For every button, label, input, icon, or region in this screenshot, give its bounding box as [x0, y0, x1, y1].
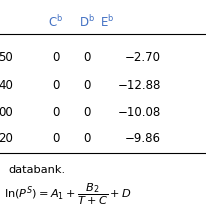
Text: −12.88: −12.88 — [117, 79, 161, 92]
Text: 0: 0 — [52, 51, 59, 64]
Text: 40: 40 — [0, 79, 13, 92]
Text: 50: 50 — [0, 51, 13, 64]
Text: 0: 0 — [52, 79, 59, 92]
Text: 00: 00 — [0, 106, 13, 119]
Text: 0: 0 — [83, 79, 90, 92]
Text: −9.86: −9.86 — [125, 131, 161, 145]
Text: 20: 20 — [0, 131, 13, 145]
Text: 0: 0 — [52, 106, 59, 119]
Text: 0: 0 — [83, 131, 90, 145]
Text: $\ln(P^S) = A_1 + \dfrac{B_2}{T + C} + D$: $\ln(P^S) = A_1 + \dfrac{B_2}{T + C} + D… — [4, 182, 132, 206]
Text: 0: 0 — [52, 131, 59, 145]
Text: databank.: databank. — [8, 165, 65, 175]
Text: −10.08: −10.08 — [117, 106, 161, 119]
Text: D$^{\rm b}$: D$^{\rm b}$ — [78, 14, 95, 30]
Text: C$^{\rm b}$: C$^{\rm b}$ — [48, 14, 63, 30]
Text: 0: 0 — [83, 106, 90, 119]
Text: 0: 0 — [83, 51, 90, 64]
Text: −2.70: −2.70 — [125, 51, 161, 64]
Text: E$^{\rm b}$: E$^{\rm b}$ — [100, 14, 114, 30]
